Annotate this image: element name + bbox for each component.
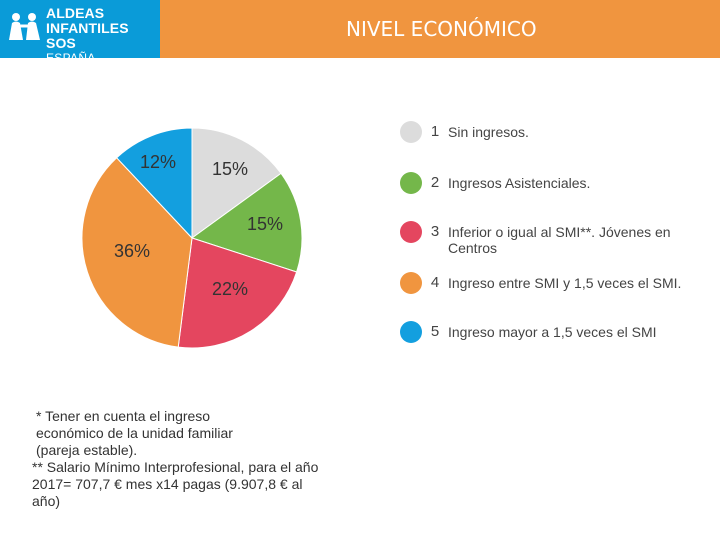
legend-number-5: 5 — [430, 323, 440, 340]
pie-label-3: 22% — [212, 279, 248, 299]
logo: ALDEAS INFANTILES SOS ESPAÑA — [0, 0, 160, 65]
logo-text: ALDEAS INFANTILES SOS ESPAÑA — [46, 6, 160, 66]
legend-item-3: 3 Inferior o igual al SMI**. Jóvenes en C… — [400, 221, 710, 256]
legend-label-1: Sin ingresos. — [448, 124, 529, 140]
legend-number-4: 4 — [430, 274, 440, 291]
legend-number-2: 2 — [430, 174, 440, 191]
legend-swatch-3 — [400, 221, 422, 243]
footnote-1: * Tener en cuenta el ingreso económico d… — [36, 408, 233, 458]
pie-label-2: 15% — [247, 214, 283, 234]
footnote-2: ** Salario Mínimo Interprofesional, para… — [32, 459, 319, 509]
title-bar: NIVEL ECONÓMICO — [160, 0, 720, 58]
legend-item-5: 5 Ingreso mayor a 1,5 veces el SMI — [400, 321, 710, 343]
legend-number-3: 3 — [430, 223, 440, 240]
logo-line-1: ALDEAS — [46, 5, 105, 21]
legend-swatch-4 — [400, 272, 422, 294]
footnotes: * Tener en cuenta el ingreso económico d… — [32, 408, 322, 510]
legend-item-2: 2 Ingresos Asistenciales. — [400, 172, 710, 194]
pie-slice-1 — [191, 127, 282, 239]
logo-line-3: ESPAÑA — [46, 51, 96, 65]
legend-label-4: Ingreso entre SMI y 1,5 veces el SMI. — [448, 275, 682, 291]
pie-slice-3 — [177, 237, 298, 349]
pie-label-5: 12% — [140, 152, 176, 172]
pie-slice-5 — [115, 127, 193, 240]
legend-label-5: Ingreso mayor a 1,5 veces el SMI — [448, 324, 657, 340]
legend-swatch-1 — [400, 121, 422, 143]
legend-number-1: 1 — [430, 123, 440, 140]
pie-slice-4 — [81, 157, 193, 348]
legend-item-4: 4 Ingreso entre SMI y 1,5 veces el SMI. — [400, 272, 710, 294]
logo-line-2: INFANTILES SOS — [46, 20, 129, 51]
legend-item-1: 1 Sin ingresos. — [400, 121, 710, 143]
legend-swatch-2 — [400, 172, 422, 194]
sos-children-icon — [9, 13, 40, 40]
pie-slice-2 — [190, 172, 303, 273]
page-title: NIVEL ECONÓMICO — [346, 17, 537, 41]
pie-label-1: 15% — [212, 159, 248, 179]
header: ALDEAS INFANTILES SOS ESPAÑA NIVEL ECONÓ… — [0, 0, 720, 65]
legend-swatch-5 — [400, 321, 422, 343]
pie-label-4: 36% — [114, 241, 150, 261]
legend-label-2: Ingresos Asistenciales. — [448, 175, 591, 191]
legend-label-3: Inferior o igual al SMI**. Jóvenes en Ce… — [448, 224, 671, 256]
